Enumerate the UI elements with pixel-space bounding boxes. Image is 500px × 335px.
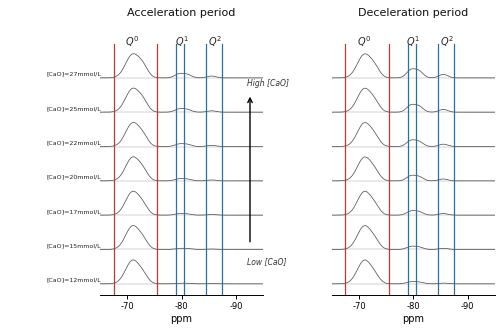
Text: High [CaO]: High [CaO] [247, 79, 289, 88]
Text: [CaO]=25mmol/L: [CaO]=25mmol/L [46, 106, 101, 111]
Text: $Q^0$: $Q^0$ [358, 34, 372, 49]
Text: $Q^0$: $Q^0$ [126, 34, 140, 49]
Text: $Q^2$: $Q^2$ [440, 34, 454, 49]
Text: [CaO]=17mmol/L: [CaO]=17mmol/L [46, 209, 101, 214]
Text: $Q^1$: $Q^1$ [174, 34, 188, 49]
Title: Acceleration period: Acceleration period [128, 8, 236, 18]
Text: [CaO]=22mmol/L: [CaO]=22mmol/L [46, 140, 101, 145]
X-axis label: ppm: ppm [402, 314, 424, 324]
Text: $Q^2$: $Q^2$ [208, 34, 222, 49]
Text: Low [CaO]: Low [CaO] [247, 257, 286, 266]
Text: [CaO]=20mmol/L: [CaO]=20mmol/L [46, 175, 101, 180]
X-axis label: ppm: ppm [170, 314, 192, 324]
Text: [CaO]=27mmol/L: [CaO]=27mmol/L [46, 72, 101, 77]
Title: Deceleration period: Deceleration period [358, 8, 469, 18]
Text: $Q^1$: $Q^1$ [406, 34, 420, 49]
Text: [CaO]=12mmol/L: [CaO]=12mmol/L [46, 278, 101, 283]
Text: [CaO]=15mmol/L: [CaO]=15mmol/L [46, 244, 101, 248]
